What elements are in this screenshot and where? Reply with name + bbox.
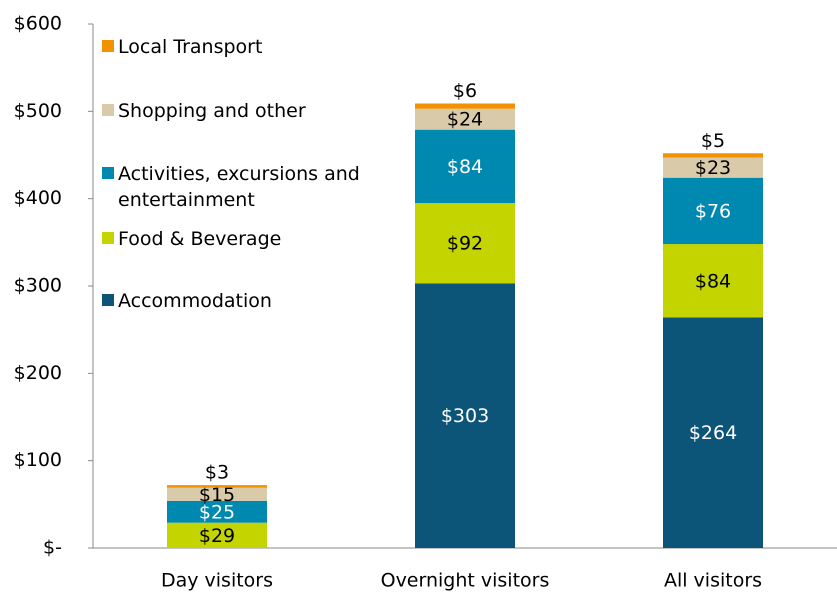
bar-segment xyxy=(167,485,267,488)
data-label: $6 xyxy=(453,80,477,102)
x-tick-label: All visitors xyxy=(664,570,762,592)
data-label: $5 xyxy=(701,130,725,152)
legend-item: Local Transport xyxy=(102,34,368,60)
y-tick-label: $100 xyxy=(14,449,62,471)
data-label: $23 xyxy=(695,157,731,179)
data-label: $76 xyxy=(695,200,731,222)
legend-label: Activities, excursions and entertainment xyxy=(118,163,360,211)
legend-item: Activities, excursions and entertainment xyxy=(102,161,368,213)
x-tick-label: Day visitors xyxy=(161,570,273,592)
bar-segment xyxy=(415,103,515,109)
data-label: $264 xyxy=(689,422,737,444)
y-tick-label: $200 xyxy=(14,362,62,384)
bar-segment xyxy=(415,108,515,130)
legend-label: Accommodation xyxy=(118,290,272,312)
legend-item: Shopping and other xyxy=(102,98,368,124)
data-label: $25 xyxy=(199,501,235,523)
legend-swatch xyxy=(102,294,114,306)
bar-segment xyxy=(663,317,763,548)
legend-label: Local Transport xyxy=(118,36,263,58)
bar-segment xyxy=(663,244,763,318)
bar-segment xyxy=(167,522,267,548)
y-tick-label: $- xyxy=(43,537,62,559)
legend-item: Food & Beverage xyxy=(102,226,368,252)
x-tick-label: Overnight visitors xyxy=(381,570,550,592)
bar-segment xyxy=(663,177,763,245)
bar-segment xyxy=(167,487,267,501)
bar-segment xyxy=(415,283,515,548)
legend-swatch xyxy=(102,104,114,116)
bar-segment xyxy=(415,129,515,204)
legend-swatch xyxy=(102,232,114,244)
legend-label: Food & Beverage xyxy=(118,228,282,250)
legend-item: Accommodation xyxy=(102,288,368,314)
bar-segment xyxy=(663,153,763,158)
data-label: $84 xyxy=(447,156,483,178)
bar-segment xyxy=(167,500,267,523)
bar-segment xyxy=(415,203,515,284)
y-tick-label: $400 xyxy=(14,187,62,209)
data-label: $15 xyxy=(199,484,235,506)
data-label: $3 xyxy=(205,462,229,484)
y-tick-label: $600 xyxy=(14,13,62,35)
data-label: $24 xyxy=(447,109,483,131)
legend-label: Shopping and other xyxy=(118,100,306,122)
y-tick-label: $500 xyxy=(14,100,62,122)
data-label: $92 xyxy=(447,233,483,255)
data-label: $303 xyxy=(441,405,489,427)
legend-swatch xyxy=(102,167,114,179)
bar-segment xyxy=(663,157,763,178)
data-label: $84 xyxy=(695,270,731,292)
y-tick-label: $300 xyxy=(14,275,62,297)
data-label: $29 xyxy=(199,525,235,547)
legend-swatch xyxy=(102,40,114,52)
